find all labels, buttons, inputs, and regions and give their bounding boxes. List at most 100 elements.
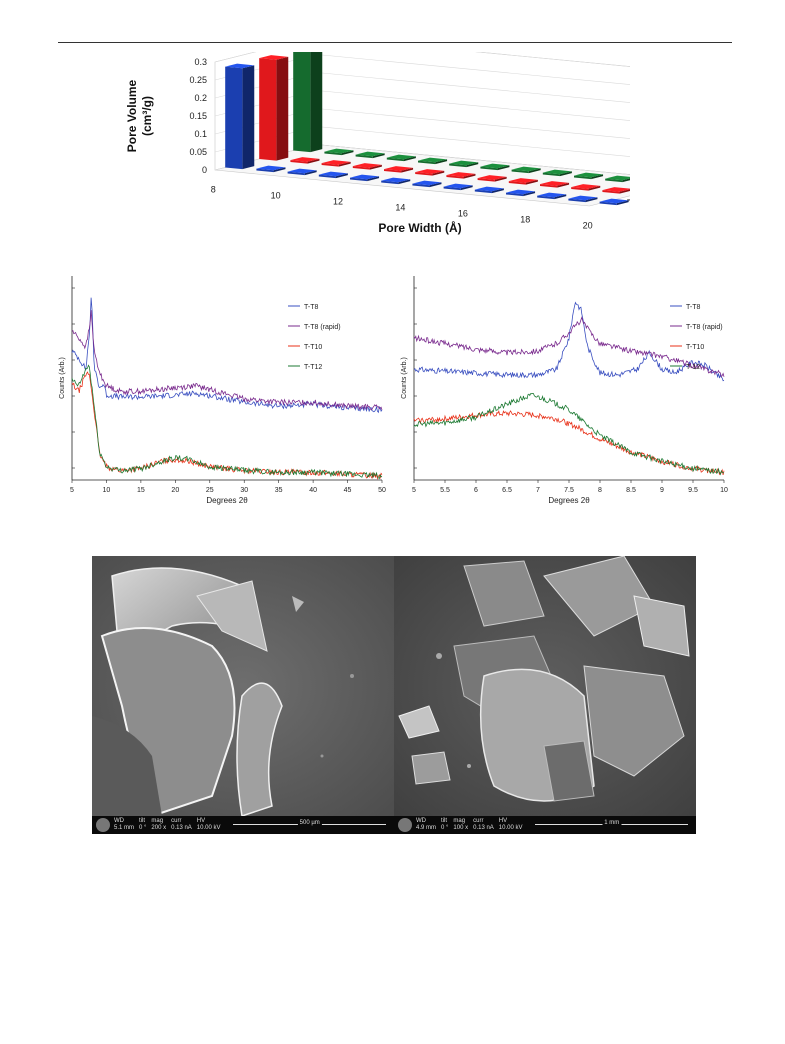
bar-front <box>418 160 436 165</box>
y-axis-title: Counts (Arb.) <box>401 357 408 399</box>
bar-front <box>355 154 373 159</box>
x-tick-label: 5 <box>412 487 416 494</box>
bar-front <box>415 172 433 176</box>
series-line-t-t8 <box>71 297 383 414</box>
sem-mag-value: 100 x <box>453 825 469 831</box>
bar-top <box>259 55 289 60</box>
x-tick-label: 5.5 <box>440 487 450 494</box>
sem-wd-label: WD <box>114 818 124 824</box>
bar-t-t8 <box>381 177 411 185</box>
bar-front <box>225 66 243 170</box>
bar-front <box>506 192 524 197</box>
bar-t-t12 <box>480 163 510 171</box>
x-tick-label: 14 <box>395 203 405 213</box>
sem-mag-label: mag <box>151 818 164 824</box>
x-tick-label: 16 <box>458 209 468 219</box>
series-line-t-t10 <box>71 371 383 480</box>
bar-t-t12 <box>574 172 604 180</box>
pore-volume-3d-chart: 0.30.250.20.150.10.0508101214161820T-T8T… <box>125 52 630 235</box>
bar-top <box>480 163 510 169</box>
bar-top <box>571 184 601 189</box>
chart-series <box>71 297 383 480</box>
bar-top <box>256 165 286 171</box>
x-tick-label: 10 <box>103 487 111 494</box>
bar-top <box>386 154 416 160</box>
bar-side <box>494 176 507 182</box>
bar-t-t10 <box>602 187 630 194</box>
bar-t-t12 <box>418 157 448 165</box>
sem-tilt-value: 0 ° <box>139 825 147 831</box>
bar-side <box>463 173 476 179</box>
sem-micrograph-left: WD 5.1 mm tilt 0 ° mag 200 x curr 0.13 nA HV… <box>92 556 394 834</box>
bar-top <box>415 169 445 174</box>
x-tick-label: 35 <box>275 487 283 494</box>
bar-side <box>403 156 416 162</box>
bar-front <box>386 157 404 162</box>
bar-t-t10 <box>571 184 601 191</box>
x-tick-label: 50 <box>378 487 386 494</box>
bar-top <box>321 160 351 165</box>
bar-top <box>568 195 598 201</box>
bar-top <box>506 189 536 195</box>
bar-top <box>318 171 348 177</box>
bar-front <box>443 186 461 191</box>
bar-side <box>273 167 286 173</box>
series-line-t-t8 <box>413 301 725 382</box>
bar-side <box>619 189 630 194</box>
bar-front <box>477 178 495 182</box>
bar-t-t10 <box>352 163 382 170</box>
bar-front <box>321 163 339 167</box>
bar-front <box>318 174 336 179</box>
sem-hv-value: 10.00 kV <box>196 825 221 831</box>
chart-axes <box>413 276 725 483</box>
bar-side <box>466 162 479 168</box>
bar-side <box>588 185 601 191</box>
sem-hv-label: HV <box>498 818 508 824</box>
bar-side <box>429 182 442 188</box>
bar-t-t10 <box>384 166 414 173</box>
sem-wd-label: WD <box>416 818 426 824</box>
bar-side <box>276 56 289 161</box>
xrd-full-range-chart: 5 10 15 20 25 30 35 40 45 50 Degrees 2θ Counts (Arb… <box>59 276 386 505</box>
bar-t-t8 <box>599 198 629 206</box>
bar-side <box>307 158 320 164</box>
bar-t-t10 <box>321 160 351 167</box>
bar-side <box>460 185 473 191</box>
bar-t-t12 <box>511 166 541 174</box>
bar-top <box>537 192 567 198</box>
bar-top <box>381 177 411 183</box>
bar-side <box>372 153 385 159</box>
sem-info-bar: WD 5.1 mm tilt 0 ° mag 200 x curr 0.13 nA HV… <box>92 816 394 834</box>
sem-logo-icon <box>398 818 412 832</box>
series-label: T-T8 <box>627 197 630 211</box>
x-tick-label: 12 <box>333 197 343 207</box>
chart-labels: 5 10 15 20 25 30 35 40 45 50 Degrees 2θ Counts (Arb… <box>59 304 386 505</box>
bar-side <box>622 178 630 183</box>
bar-side <box>335 173 348 179</box>
legend-label: T-T10 <box>304 344 322 351</box>
bar-front <box>290 160 308 164</box>
bar-t-t8 <box>412 180 442 188</box>
sem-micrograph-right: WD 4.9 mm tilt 0 ° mag 100 x curr 0.13 nA HV… <box>394 556 696 834</box>
bar-side <box>557 182 570 188</box>
bar-t-t12 <box>449 160 479 168</box>
legend-label: T-T8 <box>304 304 318 311</box>
x-tick-label: 7 <box>536 487 540 494</box>
bar-t-t12 <box>605 175 630 183</box>
bar-t-t10 <box>259 55 289 161</box>
x-tick-label: 9 <box>660 487 664 494</box>
bar-t-t8 <box>318 171 348 179</box>
sem-tilt-label: tilt <box>139 818 146 824</box>
bar-front <box>605 178 623 183</box>
sem-mag-label: mag <box>453 818 466 824</box>
x-axis-title: Pore Width (Å) <box>378 220 461 235</box>
bar-top <box>474 186 504 192</box>
bar-side <box>341 150 354 156</box>
bar-side <box>401 167 414 173</box>
bar-front <box>324 151 342 156</box>
x-tick-label: 25 <box>206 487 214 494</box>
y-tick-label: 0.3 <box>194 57 207 67</box>
sem-hv-label: HV <box>196 818 206 824</box>
bar-front <box>599 201 617 206</box>
x-tick-label: 15 <box>137 487 145 494</box>
